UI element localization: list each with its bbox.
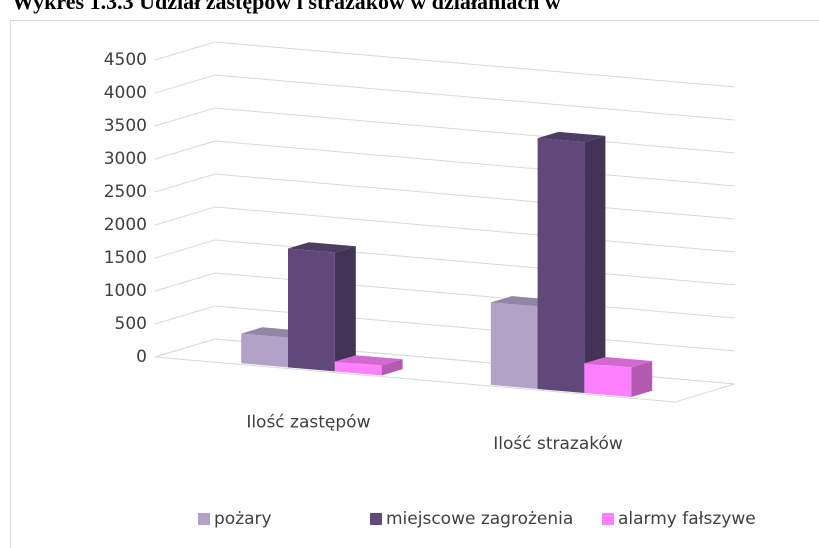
legend-swatch [198, 513, 210, 525]
y-tick-label: 2000 [104, 215, 147, 235]
legend-label: pożary [214, 509, 272, 529]
x-tick-label: Ilość strazaków [493, 434, 623, 454]
y-tick-label: 3000 [104, 149, 147, 169]
y-tick-label: 2500 [104, 182, 147, 202]
bar-side [381, 359, 403, 376]
bar-side [334, 246, 356, 372]
bar-top [334, 355, 403, 366]
bar-top [288, 242, 356, 253]
y-tick-label: 500 [115, 314, 147, 334]
grid-line [154, 107, 736, 154]
bar [490, 302, 538, 389]
legend-label: alarmy fałszywe [618, 509, 756, 529]
grid-line [154, 74, 736, 121]
legend-swatch [370, 513, 382, 525]
bar [584, 363, 632, 398]
bar [241, 333, 288, 368]
bar [334, 361, 382, 376]
y-tick-label: 1500 [104, 248, 147, 268]
grid-line [154, 206, 736, 253]
y-tick-label: 1000 [104, 281, 147, 301]
x-tick-label: Ilość zastępów [246, 412, 370, 432]
y-tick-label: 3500 [104, 116, 147, 136]
grid-line [154, 173, 736, 220]
bar-side [584, 135, 606, 393]
legend-label: miejscowe zagrożenia [386, 509, 573, 529]
legend-swatch [602, 513, 614, 525]
chart-title: Wykres 1.3.3 Udział zastępów i strażaków… [12, 0, 561, 14]
bar-top [584, 357, 653, 368]
bar [288, 248, 335, 372]
grid-line [154, 239, 736, 286]
y-tick-label: 4000 [104, 83, 147, 103]
grid-line [154, 272, 736, 319]
grid-line [154, 140, 736, 187]
chart-frame [10, 20, 819, 548]
y-tick-label: 4500 [104, 50, 147, 70]
y-tick-label: 0 [136, 347, 147, 367]
bar [537, 138, 585, 393]
bar-top [537, 131, 606, 143]
bar-side [631, 361, 653, 398]
grid-line [154, 41, 736, 88]
